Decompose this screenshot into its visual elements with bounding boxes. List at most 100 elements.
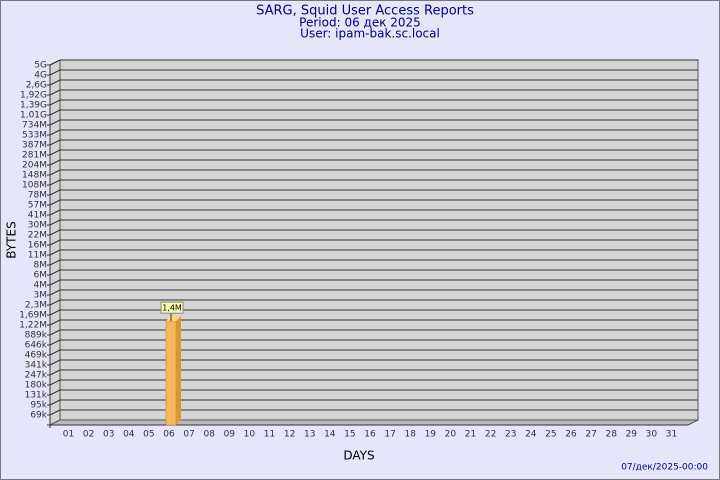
x-tick-label: 29 [626,430,638,440]
x-tick-label: 30 [646,430,658,440]
bar-side [176,316,181,425]
grid-line-side [49,89,61,96]
y-tick-label: 1,69M [19,311,47,321]
y-tick-label: 6M [34,271,48,281]
x-tick-label: 22 [485,430,496,440]
y-tick-label: 131k [25,391,48,401]
y-tick-label: 22M [28,231,47,241]
grid-line-side [49,109,61,116]
grid-line-side [49,249,61,256]
grid-line-side [49,339,61,346]
x-tick-label: 31 [666,430,677,440]
y-tick-label: 57M [28,201,47,211]
y-tick-label: 78M [28,191,47,201]
grid-line-side [49,399,61,406]
y-tick-label: 2,6G [26,81,47,91]
x-tick-label: 10 [244,430,256,440]
grid-line-side [49,149,61,156]
grid-line-side [49,169,61,176]
x-tick-label: 11 [264,430,275,440]
y-tick-label: 1,92G [20,91,47,101]
grid-line-side [49,229,61,236]
chart-user: User: ipam-bak.sc.local [300,27,440,41]
x-tick-label: 07 [183,430,194,440]
x-tick-label: 03 [103,430,114,440]
y-tick-label: 1,39G [20,101,47,111]
y-tick-label: 469k [25,351,48,361]
y-tick-label: 646k [25,341,48,351]
grid-line-side [49,289,61,296]
x-tick-label: 05 [143,430,154,440]
chart-subtitle: Period: 06 дек 2025 [299,16,421,30]
grid-line-side [49,299,61,306]
chart-title: SARG, Squid User Access Reports [256,4,474,19]
bar [165,320,177,426]
x-tick-label: 16 [364,430,376,440]
grid-line-side [49,309,61,316]
x-tick-label: 01 [63,430,74,440]
x-tick-label: 13 [304,430,315,440]
y-tick-label: 148M [22,171,47,181]
grid-line-side [49,189,61,196]
footer-date: 07/дек/2025-00:00 [621,463,708,473]
x-tick-label: 28 [605,430,617,440]
x-tick-label: 04 [123,430,135,440]
value-label-box [160,301,184,314]
grid-line-side [49,259,61,266]
grid-line-side [49,409,61,416]
y-tick-label: 5G [34,61,47,71]
y-tick-label: 8M [34,261,48,271]
y-tick-label: 95k [30,401,47,411]
bar-top [166,316,181,322]
y-tick-label: 1,01G [20,111,47,121]
x-tick-label: 27 [585,430,596,440]
grid-line-side [49,239,61,246]
grid-line-side [49,179,61,186]
grid-line-side [49,209,61,216]
y-tick-label: 3M [34,291,48,301]
y-tick-label: 4M [34,281,48,291]
x-tick-label: 17 [384,430,395,440]
grid-line-side [49,139,61,146]
x-tick-label: 06 [163,430,175,440]
x-tick-label: 14 [324,430,336,440]
grid-line-side [49,389,61,396]
grid-line-side [49,329,61,336]
y-axis-label: BYTES [5,221,19,258]
grid-line-side [49,129,61,136]
y-tick-label: 41M [28,211,47,221]
grid-line-side [49,319,61,326]
y-tick-label: 4G [34,71,47,81]
y-tick-label: 2,3M [25,301,47,311]
x-axis-label: DAYS [343,449,374,463]
y-tick-label: 180k [25,381,48,391]
y-tick-label: 30M [28,221,47,231]
grid-line-side [49,159,61,166]
x-tick-label: 12 [284,430,295,440]
grid-line-side [49,369,61,376]
x-tick-label: 08 [203,430,215,440]
grid-line-side [49,219,61,226]
y-tick-label: 16M [28,241,47,251]
x-tick-label: 23 [505,430,516,440]
y-tick-label: 889k [25,331,48,341]
grid-line-side [49,199,61,206]
grid-line-side [49,69,61,76]
y-tick-label: 533M [22,131,47,141]
x-tick-label: 26 [565,430,577,440]
grid-line-side [49,119,61,126]
y-tick-label: 387M [22,141,47,151]
x-tick-label: 09 [224,430,236,440]
y-tick-label: 69k [30,411,47,421]
y-tick-label: 734M [22,121,47,131]
x-tick-label: 25 [545,430,556,440]
grid-line-side [49,269,61,276]
y-tick-label: 11M [28,251,47,261]
y-tick-label: 204M [22,161,47,171]
grid-line-side [49,359,61,366]
x-tick-label: 19 [425,430,437,440]
grid-line-side [49,99,61,106]
y-tick-label: 108M [22,181,47,191]
y-tick-label: 1,22M [19,321,47,331]
